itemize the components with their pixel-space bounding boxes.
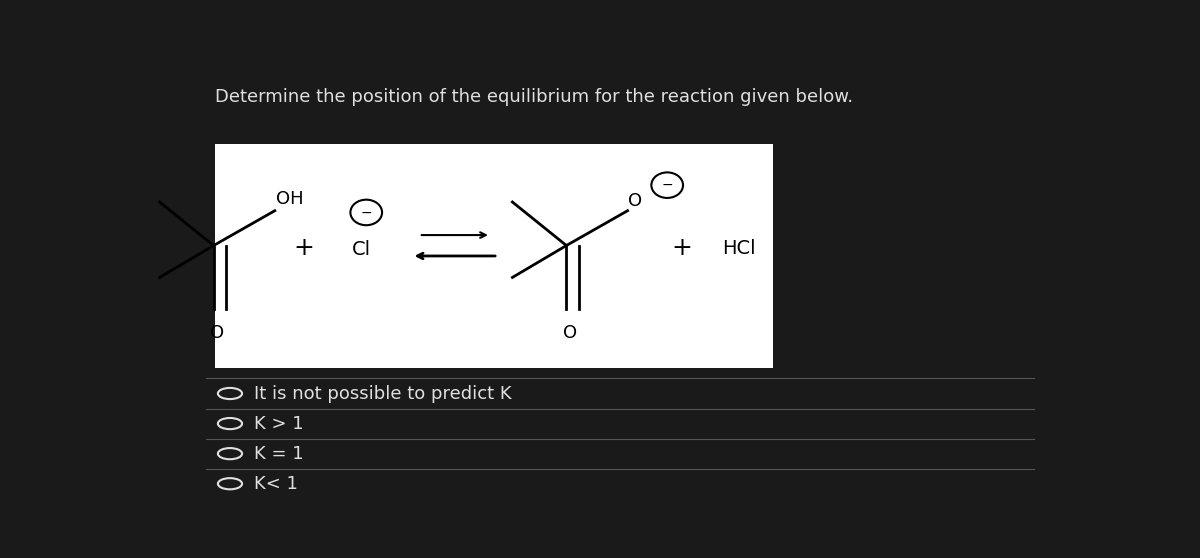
Text: OH: OH	[276, 190, 304, 208]
Text: −: −	[661, 178, 673, 192]
Text: O: O	[563, 324, 577, 342]
Text: HCl: HCl	[722, 239, 756, 258]
Text: Determine the position of the equilibrium for the reaction given below.: Determine the position of the equilibriu…	[215, 88, 853, 107]
FancyBboxPatch shape	[215, 145, 773, 368]
Text: +: +	[293, 237, 314, 261]
Text: O: O	[210, 324, 224, 342]
Text: K > 1: K > 1	[254, 415, 304, 432]
Text: O: O	[628, 191, 642, 210]
Text: It is not possible to predict K: It is not possible to predict K	[254, 384, 511, 402]
Text: K = 1: K = 1	[254, 445, 304, 463]
Text: +: +	[671, 237, 692, 261]
Text: −: −	[360, 205, 372, 219]
Text: K< 1: K< 1	[254, 475, 298, 493]
Text: Cl: Cl	[352, 240, 371, 259]
